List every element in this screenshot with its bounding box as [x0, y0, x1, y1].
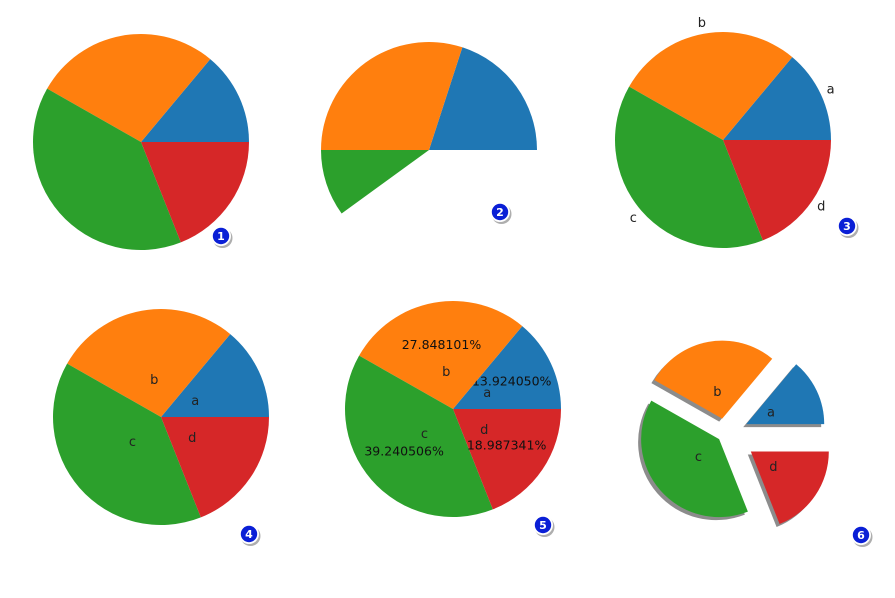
pie-4-slice-a [161, 334, 269, 417]
pie-3-slice-a [723, 57, 831, 141]
pie-6-slice-c [641, 400, 748, 518]
pie-3-label-c: c [630, 211, 637, 226]
pie-3-slice-d [723, 140, 831, 241]
pie-chart-3: a b c d 3 [614, 16, 859, 248]
pie-2-slice-a [429, 47, 537, 150]
pie-chart-2: 2 [321, 41, 537, 224]
svg-text:6: 6 [857, 529, 865, 542]
pie-5-percent-b: 27.848101% [402, 337, 482, 352]
svg-text:2: 2 [496, 206, 504, 219]
pie-4-slice-d [161, 417, 269, 518]
pie-6-label-b: b [713, 385, 721, 400]
svg-text:3: 3 [843, 220, 851, 233]
pie-5-percent-d: 18.987341% [467, 437, 547, 452]
pie-5-label-d: d [480, 423, 488, 438]
pie-5-slice-a [453, 326, 561, 409]
pie-5-percent-a: 13.924050% [472, 374, 552, 389]
pie-1-slice-b [47, 33, 211, 142]
pie-6-slice-a [746, 364, 825, 425]
pie-1-slice-d [141, 142, 249, 243]
pie-2-slice-b [321, 41, 463, 150]
pie-2-number-badge: 2 [490, 202, 512, 224]
pie-4-slice-c [53, 363, 201, 525]
pie-3-slice-c [614, 86, 763, 248]
pie-2-slice-c [321, 150, 429, 214]
pie-chart-1: 1 [33, 33, 249, 251]
pie-4-label-b: b [150, 373, 158, 388]
pie-4-label-a: a [191, 394, 199, 409]
pie-6-slice-b [654, 340, 773, 419]
pie-1-number-badge: 1 [211, 226, 233, 248]
pie-3-label-d: d [817, 200, 825, 215]
pie-5-percent-c: 39.240506% [364, 444, 444, 459]
pie-5-label-b: b [442, 365, 450, 380]
pie-5-number-badge: 5 [533, 515, 555, 537]
pie-6-label-d: d [769, 460, 777, 475]
pie-4-number-badge: 4 [239, 524, 261, 546]
pie-chart-5: a13.924050% b 27.848101% c 39.240506% d18.987… [344, 301, 561, 537]
pie-3-label-a: a [827, 83, 835, 98]
pie-5-label-c: c [421, 427, 428, 442]
pie-3-number-badge: 3 [837, 216, 859, 238]
pie-chart-4: a b c d 4 [53, 309, 269, 546]
pie-6-label-c: c [695, 450, 702, 465]
pie-5-slice-d [453, 409, 561, 510]
pie-3-label-b: b [698, 16, 706, 31]
svg-text:5: 5 [539, 519, 547, 532]
pie-chart-6: a b c d 6 [638, 340, 873, 547]
pie-4-label-c: c [129, 435, 136, 450]
pie-6-label-a: a [767, 406, 775, 421]
pie-4-slice-b [67, 309, 231, 417]
pie-3-slice-b [629, 32, 793, 140]
pie-4-label-d: d [188, 431, 196, 446]
pie-6-number-badge: 6 [851, 525, 873, 547]
pie-1-slice-a [141, 59, 249, 143]
svg-text:1: 1 [217, 230, 225, 243]
svg-text:4: 4 [245, 528, 253, 541]
pie-5-slice-c [344, 355, 493, 518]
pie-6-slice-d [750, 451, 829, 525]
pie-1-slice-c [33, 88, 181, 251]
pie-5-label-a: a [483, 386, 491, 401]
pie-5-slice-b [359, 301, 523, 409]
